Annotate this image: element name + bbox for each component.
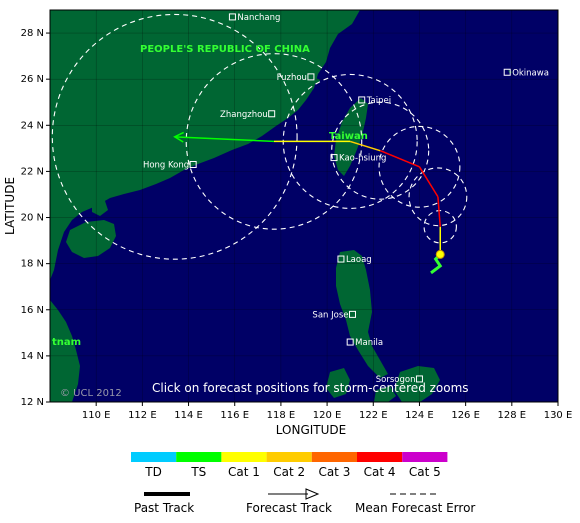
storm-tracks xyxy=(173,131,445,275)
label-china: PEOPLE'S REPUBLIC OF CHINA xyxy=(140,44,310,55)
y-tick-label: 20 N xyxy=(21,213,44,224)
legend-forecast-track-label: Forecast Track xyxy=(246,501,332,515)
x-tick-label: 128 E xyxy=(498,410,527,421)
city-label: Manila xyxy=(355,338,383,348)
city-label: Nanchang xyxy=(237,13,280,23)
scale-label: Cat 3 xyxy=(318,465,350,479)
city-label: Kao-hsiung xyxy=(339,154,386,164)
x-tick-label: 112 E xyxy=(128,410,157,421)
forecast-track-segment xyxy=(418,166,439,198)
forecast-track-segment xyxy=(349,140,381,152)
x-tick-label: 114 E xyxy=(174,410,203,421)
scale-label: Cat 4 xyxy=(364,465,396,479)
city-marker-icon xyxy=(415,375,423,383)
x-tick-label: 120 E xyxy=(313,410,342,421)
scale-swatch xyxy=(176,452,222,462)
city-markers: Nanchang Fuzhou Okinawa Taipei Zhangzhou Hong… xyxy=(143,13,549,385)
error-circles xyxy=(51,13,468,260)
city-marker-icon xyxy=(268,110,276,118)
scale-swatch xyxy=(311,452,357,462)
city-marker-icon xyxy=(358,96,366,104)
x-tick-label: 130 E xyxy=(544,410,573,421)
y-tick-label: 18 N xyxy=(21,259,44,270)
forecast-arrow-icon xyxy=(173,131,185,143)
y-tick-label: 16 N xyxy=(21,305,44,316)
scale-swatch xyxy=(402,452,448,462)
x-axis-ticks: 110 E 112 E 114 E 116 E 118 E 120 E 122 E 124 E… xyxy=(82,402,572,421)
city-marker-icon xyxy=(330,154,338,162)
city-label: San Jose xyxy=(312,310,348,320)
forecast-error-circle[interactable] xyxy=(378,125,461,208)
scale-swatch xyxy=(266,452,312,462)
y-tick-label: 14 N xyxy=(21,351,44,362)
china-landmass xyxy=(50,10,360,280)
city-label: Sorsogon xyxy=(376,375,416,385)
copyright-text: © UCL 2012 xyxy=(60,388,122,399)
legend-mean-error-label: Mean Forecast Error xyxy=(355,501,475,515)
current-position-marker[interactable] xyxy=(435,249,445,259)
click-note[interactable]: Click on forecast positions for storm-ce… xyxy=(152,381,469,395)
y-tick-label: 22 N xyxy=(21,166,44,177)
intensity-scale: TD TS Cat 1 Cat 2 Cat 3 Cat 4 Cat 5 xyxy=(131,452,448,479)
x-tick-label: 126 E xyxy=(451,410,480,421)
label-taiwan: Taiwan xyxy=(329,131,368,142)
x-tick-label: 122 E xyxy=(359,410,388,421)
y-axis-ticks: 12 N 14 N 16 N 18 N 20 N 22 N 24 N 26 N 28 N xyxy=(21,28,50,408)
vietnam-landmass xyxy=(50,300,80,402)
forecast-error-circle[interactable] xyxy=(51,13,298,260)
city-marker-icon xyxy=(189,160,197,168)
legend-past-track-label: Past Track xyxy=(134,501,194,515)
y-axis-title: LATITUDE xyxy=(3,177,17,235)
city-marker-icon xyxy=(228,13,236,21)
x-tick-label: 116 E xyxy=(220,410,249,421)
scale-label: TS xyxy=(190,465,206,479)
luzon-island xyxy=(336,250,388,378)
city-label: Hong Kong xyxy=(143,160,189,170)
forecast-track-segment xyxy=(174,136,275,143)
x-tick-label: 110 E xyxy=(82,410,111,421)
city-marker-icon xyxy=(503,68,511,76)
legend-forecast-arrow-icon xyxy=(305,488,320,500)
y-tick-label: 26 N xyxy=(21,74,44,85)
forecast-error-circle[interactable] xyxy=(331,101,430,200)
y-tick-label: 12 N xyxy=(21,397,44,408)
forecast-error-circle[interactable] xyxy=(185,53,363,230)
x-tick-label: 118 E xyxy=(267,410,296,421)
scale-label: Cat 1 xyxy=(228,465,260,479)
forecast-error-circle[interactable] xyxy=(423,210,457,244)
x-axis-title: LONGITUDE xyxy=(276,423,346,437)
y-tick-label: 24 N xyxy=(21,120,44,131)
plot-frame xyxy=(49,9,559,403)
forecast-error-circle[interactable] xyxy=(408,167,468,227)
hainan-island xyxy=(66,220,116,258)
city-label: Fuzhou xyxy=(277,73,307,83)
visayas-islands xyxy=(374,366,440,402)
scale-swatch xyxy=(221,452,267,462)
x-tick-label: 124 E xyxy=(405,410,434,421)
forecast-track-segment xyxy=(437,196,441,227)
scale-label: Cat 5 xyxy=(409,465,441,479)
city-marker-icon xyxy=(337,255,345,263)
scale-swatch xyxy=(131,452,177,462)
city-label: Laoag xyxy=(346,255,372,265)
taiwan-island xyxy=(334,98,368,176)
scale-label: Cat 2 xyxy=(273,465,305,479)
y-tick-label: 28 N xyxy=(21,28,44,39)
city-marker-icon xyxy=(348,310,356,318)
mindoro-island xyxy=(326,368,350,398)
label-vietnam: tnam xyxy=(52,337,81,348)
scale-label: TD xyxy=(144,465,162,479)
forecast-track-segment xyxy=(379,149,420,168)
city-label: Taipei xyxy=(366,96,391,106)
scale-swatch xyxy=(357,452,403,462)
legend: Past Track Forecast Track Mean Forecast … xyxy=(134,488,475,515)
city-label: Okinawa xyxy=(512,68,549,78)
city-marker-icon xyxy=(307,73,315,81)
city-marker-icon xyxy=(346,338,354,346)
city-label: Zhangzhou xyxy=(220,110,268,120)
